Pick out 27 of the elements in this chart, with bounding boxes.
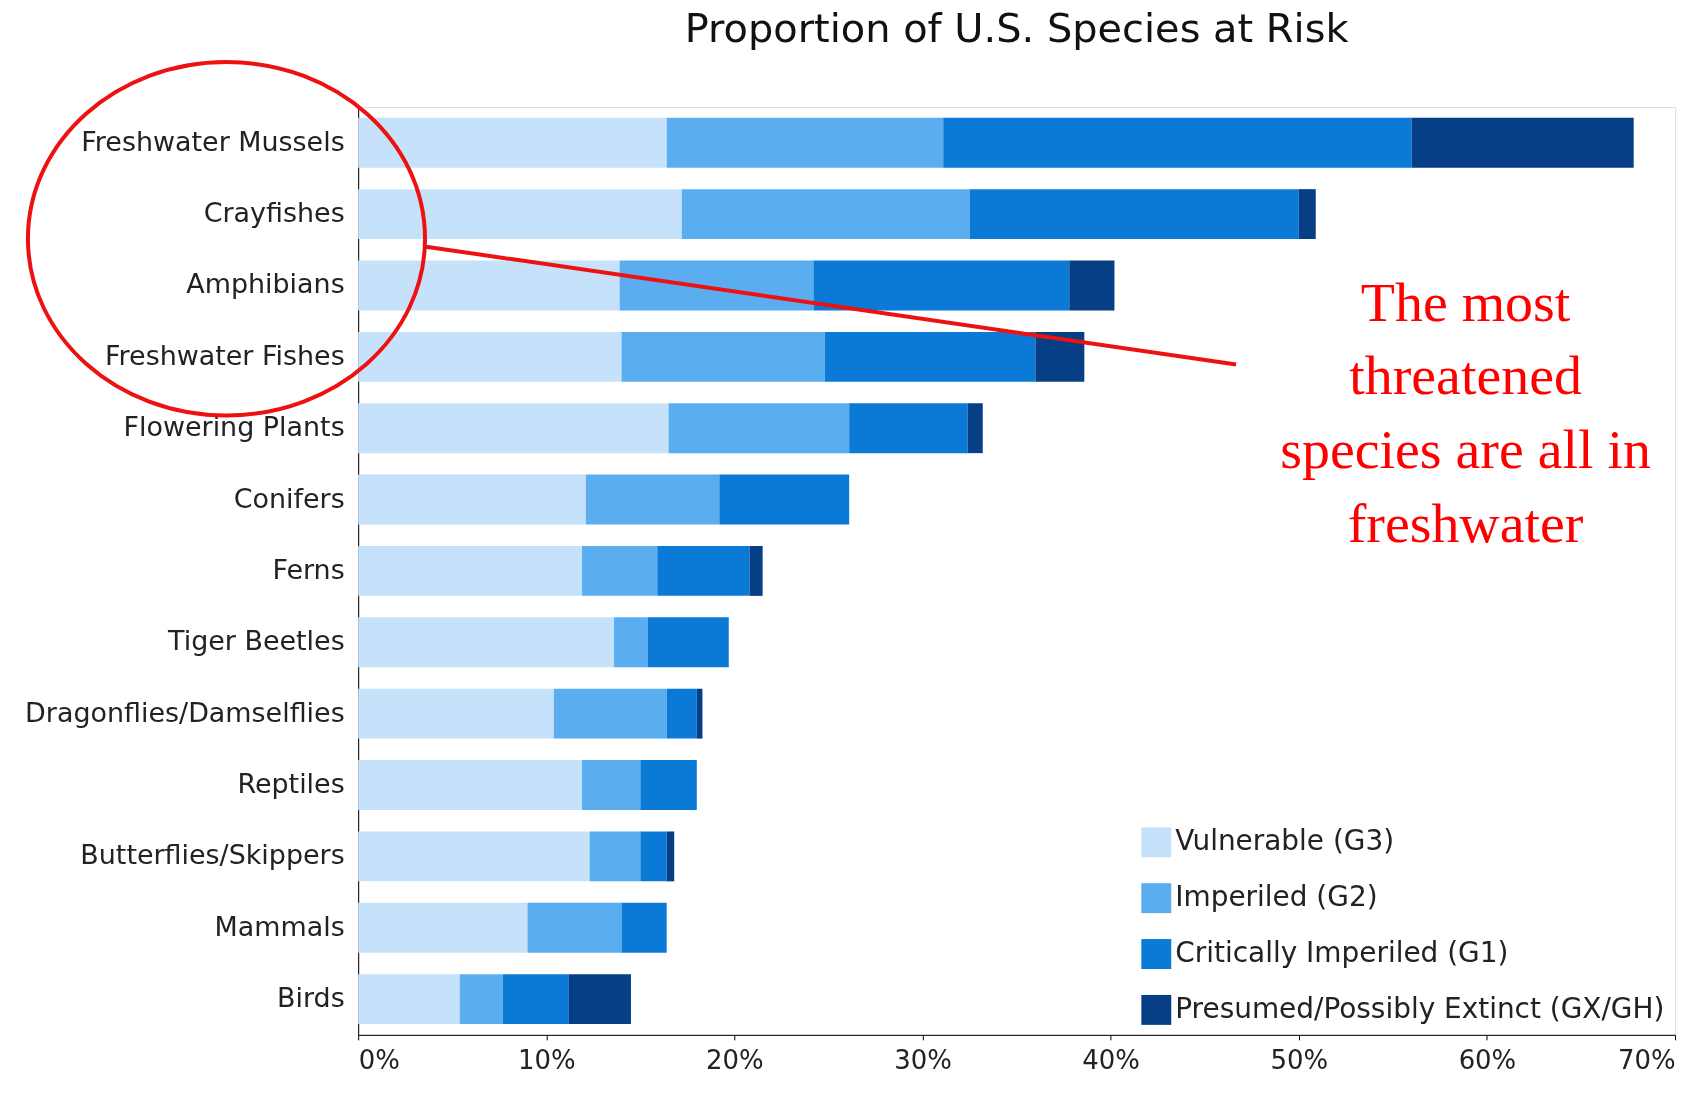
legend-label: Presumed/Possibly Extinct (GX/GH)	[1175, 991, 1665, 1025]
x-tick-label: 60%	[1458, 1045, 1517, 1076]
annotation: The most threatened species are all in freshwater	[1280, 270, 1651, 554]
x-tick-label: 50%	[1270, 1045, 1329, 1076]
y-tick-label: Reptiles	[237, 768, 345, 800]
y-tick-label: Crayfishes	[203, 197, 345, 229]
x-tick-label: 10%	[517, 1045, 576, 1076]
x-tick-label: 40%	[1082, 1045, 1140, 1076]
y-tick-label: Freshwater Mussels	[81, 125, 345, 157]
chart-title: Proportion of U.S. Species at Risk	[684, 5, 1349, 52]
y-tick-label: Mammals	[214, 910, 345, 942]
y-tick-label: Butterflies/Skippers	[80, 839, 345, 871]
y-tick-label: Freshwater Fishes	[105, 339, 345, 371]
y-tick-label: Birds	[277, 982, 345, 1014]
y-tick-label: Flowering Plants	[123, 411, 345, 443]
x-tick-label: 30%	[894, 1045, 952, 1076]
x-tick-label: 70%	[1617, 1045, 1676, 1076]
y-tick-label: Dragonflies/Damselflies	[25, 696, 345, 728]
legend-label: Vulnerable (G3)	[1175, 824, 1395, 858]
y-tick-label: Amphibians	[186, 268, 345, 300]
y-tick-label: Conifers	[233, 482, 345, 514]
y-tick-label: Ferns	[272, 553, 345, 585]
legend-label: Critically Imperiled (G1)	[1175, 936, 1509, 970]
x-tick-label: 20%	[706, 1045, 764, 1076]
x-tick-label: 0%	[358, 1045, 400, 1076]
y-tick-label: Tiger Beetles	[167, 625, 345, 657]
legend-label: Imperiled (G2)	[1175, 880, 1378, 914]
